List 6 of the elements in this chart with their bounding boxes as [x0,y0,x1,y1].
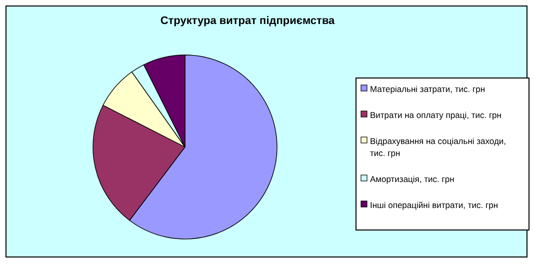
legend-label: Амортизація, тис. грн [370,174,455,184]
legend-label: Витрати на оплату праці, тис. грн [370,110,502,120]
legend-label: Матеріальні затрати, тис. грн [370,84,486,94]
legend-label: Відрахування на соціальні заходи, тис. грн [370,136,506,158]
legend-label: Інші операційні витрати, тис. грн [370,200,498,210]
chart-title: Структура витрат підприємства [160,15,336,27]
